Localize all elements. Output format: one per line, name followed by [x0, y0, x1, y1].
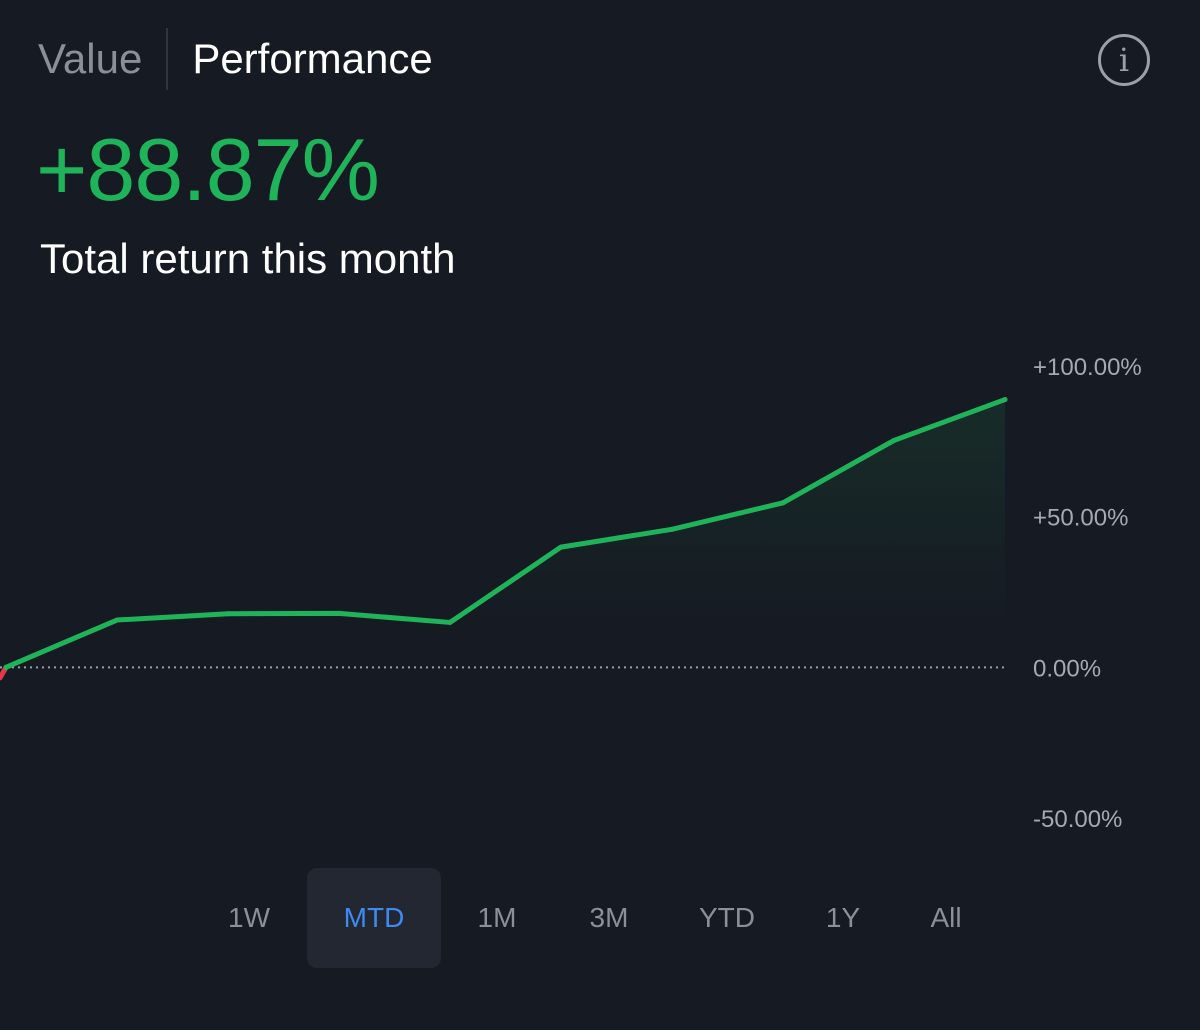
data-point — [558, 544, 564, 550]
y-tick-label: +50.00% — [1033, 505, 1128, 532]
tab-value[interactable]: Value — [38, 35, 143, 82]
range-1y[interactable]: 1Y — [825, 902, 861, 933]
range-ytd[interactable]: YTD — [699, 902, 755, 933]
range-mtd[interactable]: MTD — [307, 868, 441, 968]
value-performance-tabs: Value Performance — [38, 28, 433, 90]
range-all[interactable]: All — [930, 902, 962, 933]
time-range-selector: 1W MTD 1M 3M YTD 1Y All — [0, 868, 1200, 968]
info-button[interactable]: i — [1098, 34, 1150, 86]
range-3m[interactable]: 3M — [589, 902, 629, 933]
data-point — [891, 437, 897, 443]
tab-performance[interactable]: Performance — [192, 35, 433, 82]
total-return-value: +88.87% — [36, 120, 380, 219]
data-point — [225, 611, 231, 617]
data-point — [669, 526, 675, 532]
y-tick-label: +100.00% — [1033, 354, 1142, 381]
y-tick-label: -50.00% — [1033, 806, 1122, 833]
range-1w[interactable]: 1W — [228, 902, 270, 933]
data-point — [3, 664, 9, 670]
performance-line — [3, 397, 1008, 670]
performance-area — [117, 399, 1005, 632]
data-point — [780, 500, 786, 506]
data-point — [1002, 397, 1008, 403]
data-point — [447, 619, 453, 625]
range-1m[interactable]: 1M — [477, 902, 517, 933]
data-point — [336, 610, 342, 616]
tab-divider — [166, 28, 169, 90]
y-tick-label: 0.00% — [1033, 655, 1101, 682]
total-return-caption: Total return this month — [40, 235, 456, 282]
performance-chart[interactable]: +100.00% +50.00% 0.00% -50.00% — [0, 330, 1200, 860]
info-icon: i — [1118, 41, 1130, 79]
data-point — [114, 617, 120, 623]
